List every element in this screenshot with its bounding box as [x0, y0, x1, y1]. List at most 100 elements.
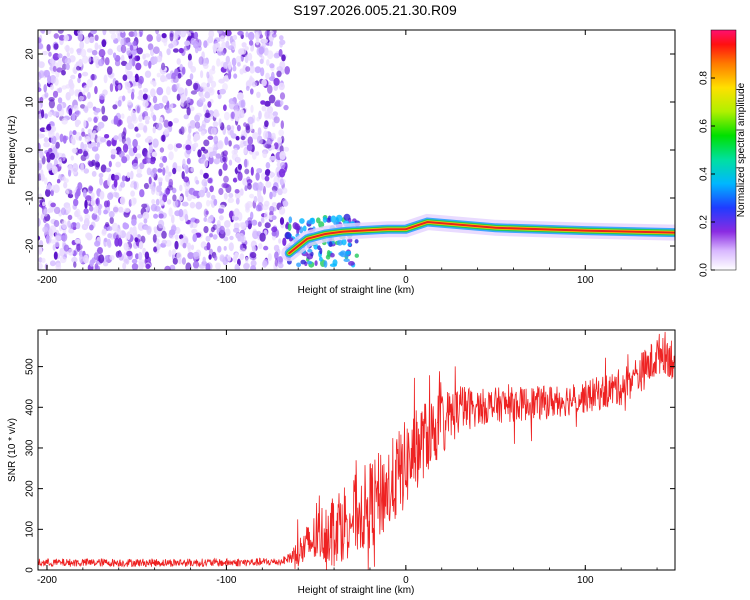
- noise-blob: [80, 141, 85, 151]
- noise-blob: [130, 183, 134, 188]
- noise-blob: [80, 104, 86, 109]
- noise-blob: [181, 66, 186, 75]
- noise-blob: [190, 244, 195, 251]
- noise-blob: [221, 49, 226, 56]
- noise-blob: [38, 37, 42, 44]
- noise-blob: [171, 187, 177, 194]
- noise-blob: [130, 110, 136, 119]
- noise-blob: [200, 82, 208, 89]
- noise-blob: [94, 42, 99, 51]
- noise-blob: [113, 135, 119, 141]
- noise-blob: [90, 30, 97, 35]
- noise-blob: [256, 168, 263, 174]
- noise-blob: [159, 147, 165, 153]
- noise-blob: [133, 30, 138, 38]
- noise-blob: [49, 152, 55, 160]
- noise-blob: [279, 217, 285, 225]
- snr-y-axis-label: SNR (10 * v/v): [7, 418, 18, 482]
- noise-blob: [271, 215, 277, 220]
- noise-blob: [71, 113, 76, 121]
- transition-blob: [296, 262, 302, 268]
- noise-blob: [156, 72, 161, 78]
- noise-blob: [264, 211, 269, 220]
- noise-blob: [273, 77, 280, 86]
- noise-blob: [192, 190, 200, 197]
- noise-blob: [184, 213, 189, 222]
- noise-blob: [98, 44, 102, 50]
- noise-blob: [32, 226, 37, 231]
- noise-blob: [80, 162, 84, 172]
- noise-blob: [126, 172, 131, 179]
- noise-blob: [229, 129, 234, 136]
- transition-blob: [332, 259, 338, 266]
- noise-blob: [198, 97, 206, 103]
- noise-blob: [73, 104, 79, 112]
- noise-blob: [153, 103, 161, 111]
- noise-blob: [205, 263, 211, 270]
- noise-blob: [108, 211, 115, 218]
- noise-blob: [208, 87, 215, 96]
- noise-blob: [123, 242, 129, 251]
- noise-blob: [237, 92, 244, 101]
- noise-blob: [185, 79, 193, 87]
- noise-blob: [52, 146, 58, 155]
- noise-blob: [31, 186, 37, 191]
- noise-blob: [161, 239, 168, 245]
- noise-blob: [278, 82, 285, 91]
- noise-blob: [262, 38, 269, 44]
- spectrogram-y-tick-label: 10: [25, 96, 36, 108]
- noise-blob: [217, 140, 224, 150]
- noise-blob: [166, 100, 170, 109]
- noise-blob: [122, 222, 130, 230]
- noise-blob: [73, 69, 78, 75]
- noise-blob: [106, 238, 111, 247]
- noise-blob: [265, 72, 270, 80]
- noise-blob: [259, 58, 264, 65]
- noise-blob: [78, 58, 83, 68]
- noise-blob: [248, 40, 254, 46]
- noise-blob: [187, 60, 193, 69]
- noise-blob: [160, 74, 166, 83]
- noise-blob: [269, 63, 275, 69]
- noise-blob: [94, 240, 101, 247]
- noise-blob: [178, 195, 183, 202]
- noise-blob: [262, 260, 268, 268]
- noise-blob: [39, 127, 47, 132]
- noise-blob: [134, 126, 139, 132]
- noise-blob: [77, 30, 83, 35]
- noise-blob: [136, 47, 143, 55]
- noise-blob: [195, 201, 203, 210]
- spectrogram-x-tick-label: 0: [403, 275, 409, 286]
- noise-blob: [38, 193, 43, 201]
- noise-blob: [73, 261, 77, 268]
- noise-blob: [113, 115, 119, 124]
- noise-blob: [266, 138, 273, 146]
- noise-blob: [203, 63, 209, 69]
- noise-blob: [110, 148, 117, 155]
- noise-blob: [219, 88, 227, 95]
- noise-blob: [230, 125, 235, 131]
- noise-blob: [53, 43, 59, 50]
- noise-blob: [33, 183, 37, 189]
- snr-x-tick-label: 0: [403, 575, 409, 586]
- noise-blob: [101, 228, 107, 235]
- noise-blob: [104, 57, 110, 66]
- noise-blob: [101, 39, 107, 48]
- colorbar-tick-label: 0.0: [699, 263, 710, 277]
- noise-blob: [174, 240, 179, 250]
- noise-blob: [88, 36, 95, 44]
- noise-blob: [122, 95, 126, 102]
- noise-blob: [126, 250, 133, 257]
- noise-blob: [33, 224, 37, 231]
- noise-blob: [202, 149, 209, 154]
- noise-blob: [187, 242, 191, 250]
- noise-blob: [136, 173, 143, 178]
- noise-blob: [212, 234, 218, 240]
- noise-blob: [50, 202, 56, 208]
- transition-blob: [329, 252, 335, 258]
- noise-blob: [134, 73, 139, 83]
- noise-blob: [186, 158, 191, 165]
- noise-blob: [218, 187, 224, 196]
- noise-blob: [257, 182, 265, 191]
